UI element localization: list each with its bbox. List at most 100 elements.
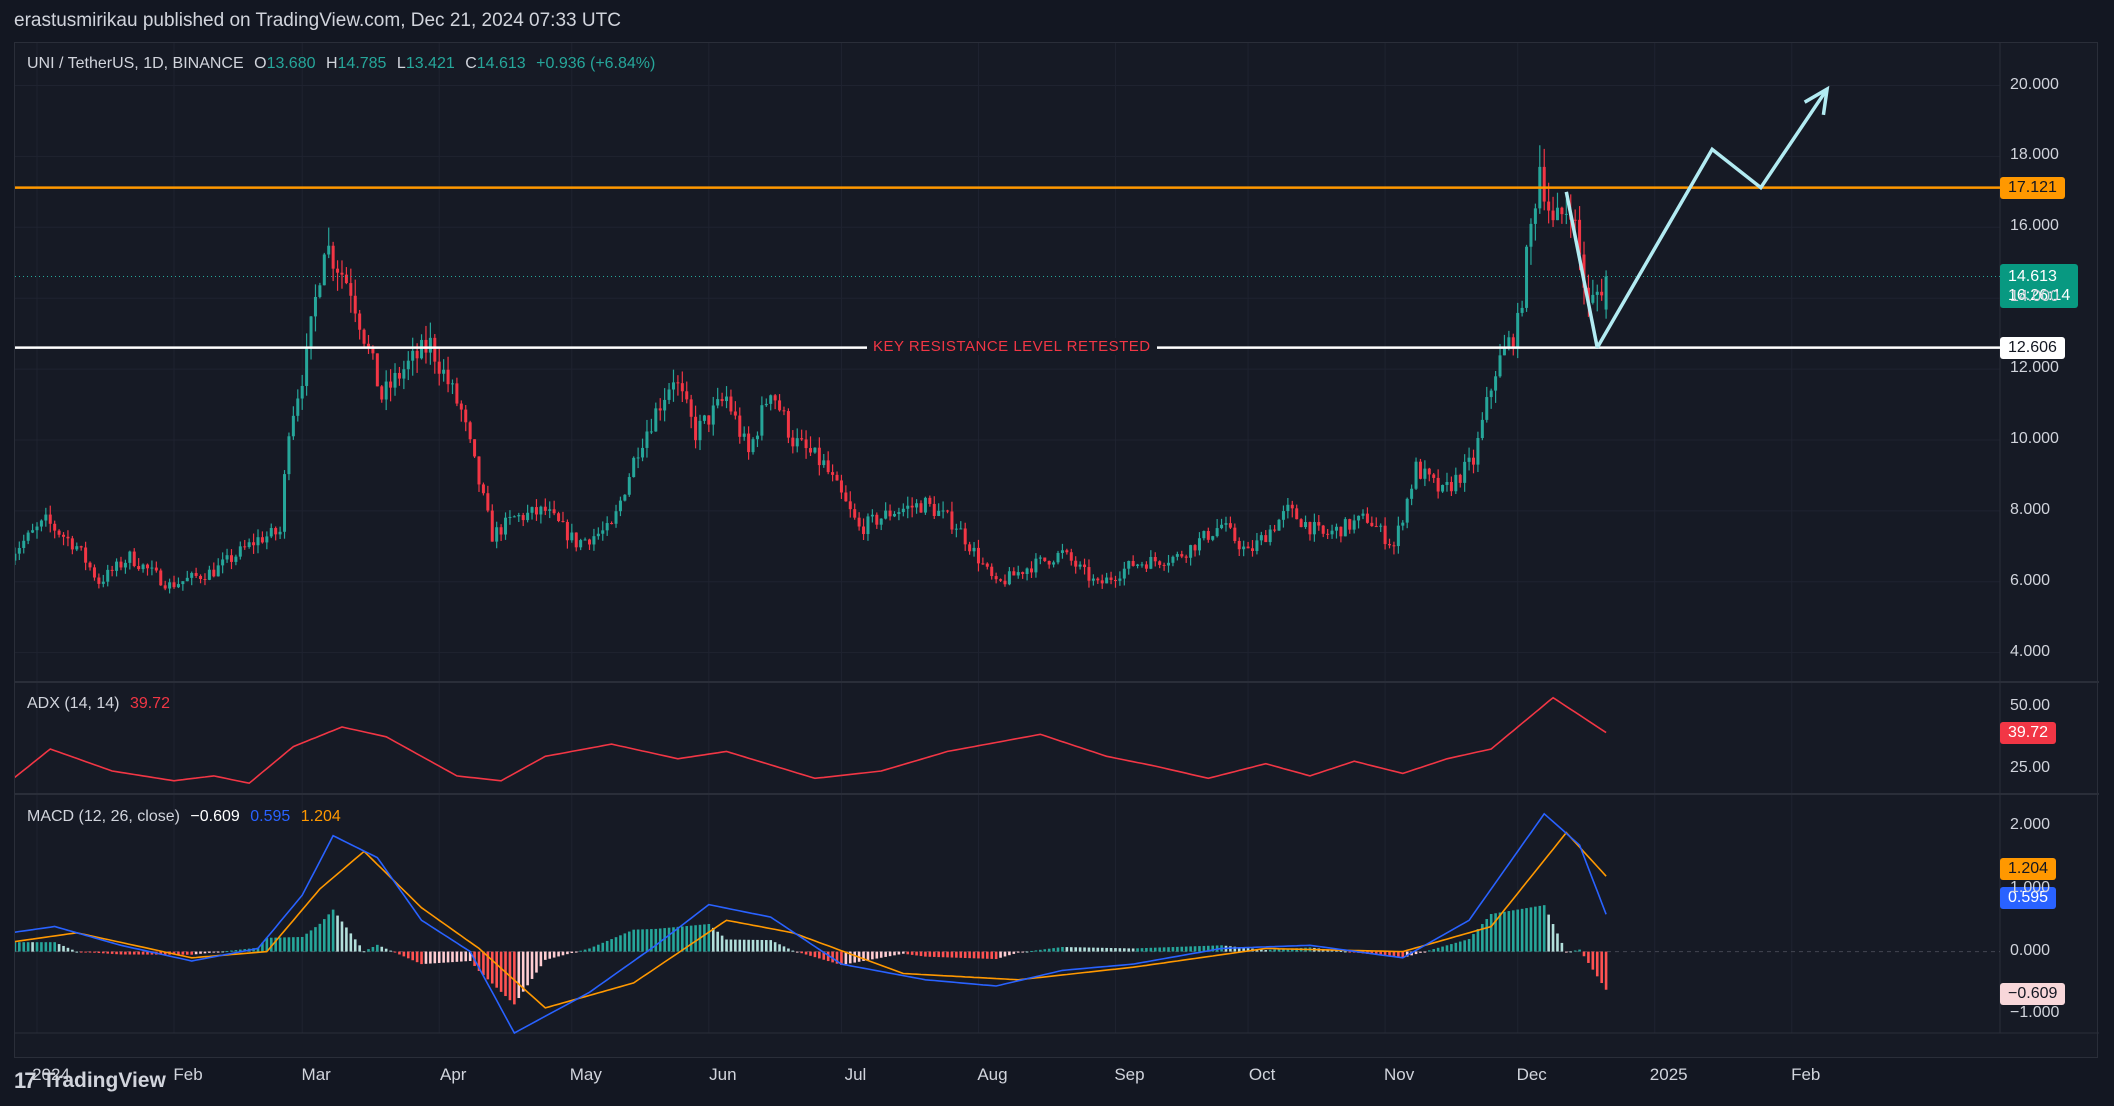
macd-histogram-bar: [1118, 948, 1122, 952]
candle: [654, 402, 658, 432]
macd-histogram-bar: [296, 937, 300, 952]
projection-path[interactable]: [1595, 88, 1829, 349]
candle: [115, 558, 119, 577]
candle: [163, 580, 167, 591]
candle: [199, 574, 203, 584]
macd-histogram-bar: [994, 951, 998, 960]
candle: [1118, 571, 1122, 586]
candle: [530, 506, 534, 520]
candle: [981, 557, 985, 565]
candle: [1167, 554, 1171, 573]
macd-histogram-bar: [614, 937, 618, 952]
candle: [1458, 473, 1462, 488]
macd-histogram-bar: [1021, 951, 1024, 953]
candle: [1038, 555, 1042, 565]
candle: [300, 374, 304, 410]
candle: [534, 499, 538, 521]
candle: [481, 482, 485, 496]
candle: [1171, 555, 1175, 567]
macd-histogram-bar: [44, 942, 48, 952]
chart-frame[interactable]: UNI / TetherUS, 1D, BINANCE O13.680 H14.…: [14, 42, 2099, 1084]
macd-histogram-bar: [216, 951, 220, 953]
macd-histogram-bar: [442, 951, 445, 963]
candle: [1604, 270, 1608, 319]
low-value: 13.421: [405, 55, 455, 72]
macd-histogram-bar: [128, 951, 132, 955]
macd-histogram-bar: [1056, 947, 1060, 952]
candle: [455, 377, 459, 407]
candle: [221, 552, 225, 574]
candle: [565, 519, 569, 549]
candle: [39, 519, 43, 532]
macd-histogram-bar: [146, 951, 149, 955]
candle: [782, 406, 786, 416]
candle: [22, 534, 26, 554]
macd-histogram-bar: [230, 950, 233, 952]
macd-histogram-bar: [1211, 945, 1215, 952]
macd-histogram-bar: [902, 951, 905, 954]
horizontal-levels: [15, 186, 2000, 349]
candle: [44, 507, 48, 527]
macd-histogram-bar: [791, 950, 795, 952]
macd-histogram-bar: [336, 915, 339, 952]
macd-histogram-bar: [1489, 914, 1493, 952]
macd-histogram-bar: [1551, 924, 1555, 952]
macd-histogram-bar: [367, 949, 370, 952]
candle: [866, 513, 870, 541]
candle: [641, 438, 645, 462]
candle: [596, 527, 600, 540]
macd-histogram-bar: [1534, 906, 1537, 952]
candle: [892, 511, 896, 518]
macd-histogram-bar: [1348, 951, 1352, 953]
candle: [601, 521, 605, 541]
candle: [1370, 516, 1374, 527]
macd-histogram-bar: [504, 951, 507, 997]
macd-histogram-bar: [1485, 919, 1489, 952]
price-tick-label: 20.000: [2010, 75, 2059, 93]
candle: [225, 548, 229, 563]
macd-histogram-bar: [681, 926, 684, 952]
candle: [738, 407, 742, 444]
macd-histogram-bar: [283, 937, 286, 952]
macd-histogram-bar: [1578, 949, 1581, 952]
candle: [901, 503, 905, 517]
candle: [552, 500, 556, 516]
candle: [994, 572, 998, 584]
macd-histogram-bar: [1260, 949, 1263, 952]
candle: [543, 498, 547, 516]
time-tick-label: Mar: [301, 1065, 331, 1084]
candle: [1215, 519, 1219, 538]
candlestick-series: [15, 145, 1608, 594]
macd-histogram-bar: [1198, 946, 1201, 952]
key-resistance-annotation[interactable]: KEY RESISTANCE LEVEL RETESTED: [867, 337, 1157, 355]
candle: [296, 389, 300, 422]
candle: [1202, 530, 1206, 541]
candle: [389, 369, 393, 402]
macd-histogram-bar: [915, 951, 918, 956]
macd-histogram-bar: [1388, 951, 1391, 957]
macd-histogram-bar: [720, 935, 724, 952]
macd-histogram-bar: [601, 942, 605, 952]
macd-histogram-bar: [362, 951, 366, 953]
candle: [433, 334, 437, 374]
time-tick-label: Jul: [844, 1065, 867, 1084]
macd-tick-label: −1.000: [2010, 1004, 2060, 1022]
candle: [57, 529, 61, 538]
macd-legend: MACD (12, 26, close) −0.609 0.595 1.204: [27, 808, 347, 826]
candle: [504, 512, 508, 540]
chart-canvas[interactable]: [15, 43, 2099, 1059]
candle: [305, 333, 309, 396]
candle: [367, 334, 370, 354]
candle: [464, 405, 468, 432]
candle: [804, 430, 808, 459]
macd-histogram-bar: [1405, 951, 1409, 957]
projection-arrow[interactable]: [1564, 85, 1830, 349]
macd-histogram-bar: [57, 944, 61, 952]
candle: [1418, 458, 1422, 480]
candle: [141, 563, 145, 573]
macd-histogram-bar: [689, 925, 693, 952]
macd-histogram-bar: [999, 951, 1002, 958]
macd-histogram-bar: [1591, 951, 1595, 970]
macd-histogram-bar: [1264, 950, 1268, 952]
candle: [707, 415, 711, 433]
